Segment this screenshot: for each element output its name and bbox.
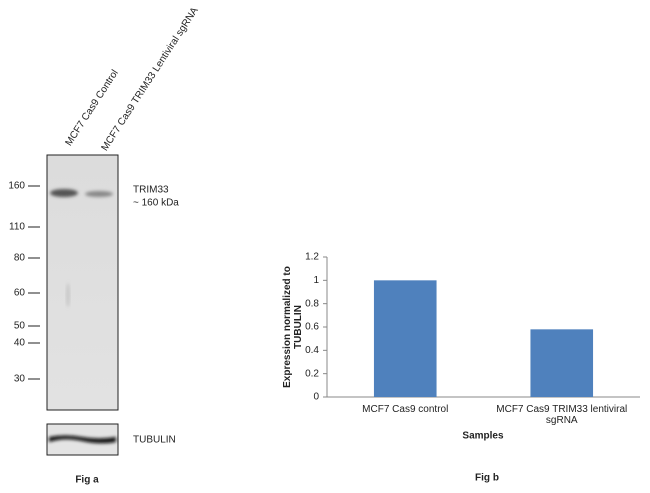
y-tick-label: 0 — [313, 392, 319, 403]
marker-label: 80 — [14, 253, 26, 264]
y-tick-label: 0.6 — [305, 322, 319, 333]
y-tick-label: 1.2 — [305, 252, 319, 263]
blot-panel — [46, 154, 119, 411]
caption: Fig a — [75, 475, 99, 486]
bar — [373, 280, 437, 397]
x-tick-label: MCF7 Cas9 control — [362, 404, 449, 415]
caption: Fig b — [475, 473, 499, 484]
loading-control: TUBULIN — [133, 435, 176, 446]
y-tick-label: 1 — [313, 275, 319, 286]
y-tick-label: 0.8 — [305, 298, 319, 309]
y-tick-label: 0.4 — [305, 345, 319, 356]
tubulin-band — [49, 435, 116, 444]
bar — [530, 329, 594, 397]
y-axis-label: Expression normalized to TUBULIN — [282, 266, 304, 388]
smear — [66, 283, 70, 307]
x-axis-label: Samples — [462, 431, 504, 442]
marker-label: 110 — [9, 222, 25, 233]
marker-label: 60 — [14, 288, 26, 299]
band — [85, 191, 113, 197]
marker-label: 160 — [8, 181, 25, 192]
y-tick-label: 0.2 — [305, 368, 319, 379]
x-tick-label: MCF7 Cas9 TRIM33 lentiviral sgRNA — [496, 404, 628, 426]
band — [50, 189, 78, 197]
band-label: TRIM33 — [133, 185, 169, 196]
marker-label: 40 — [14, 338, 26, 349]
band-size: ~ 160 kDa — [133, 198, 179, 209]
marker-label: 30 — [14, 374, 26, 385]
marker-label: 50 — [14, 321, 26, 332]
